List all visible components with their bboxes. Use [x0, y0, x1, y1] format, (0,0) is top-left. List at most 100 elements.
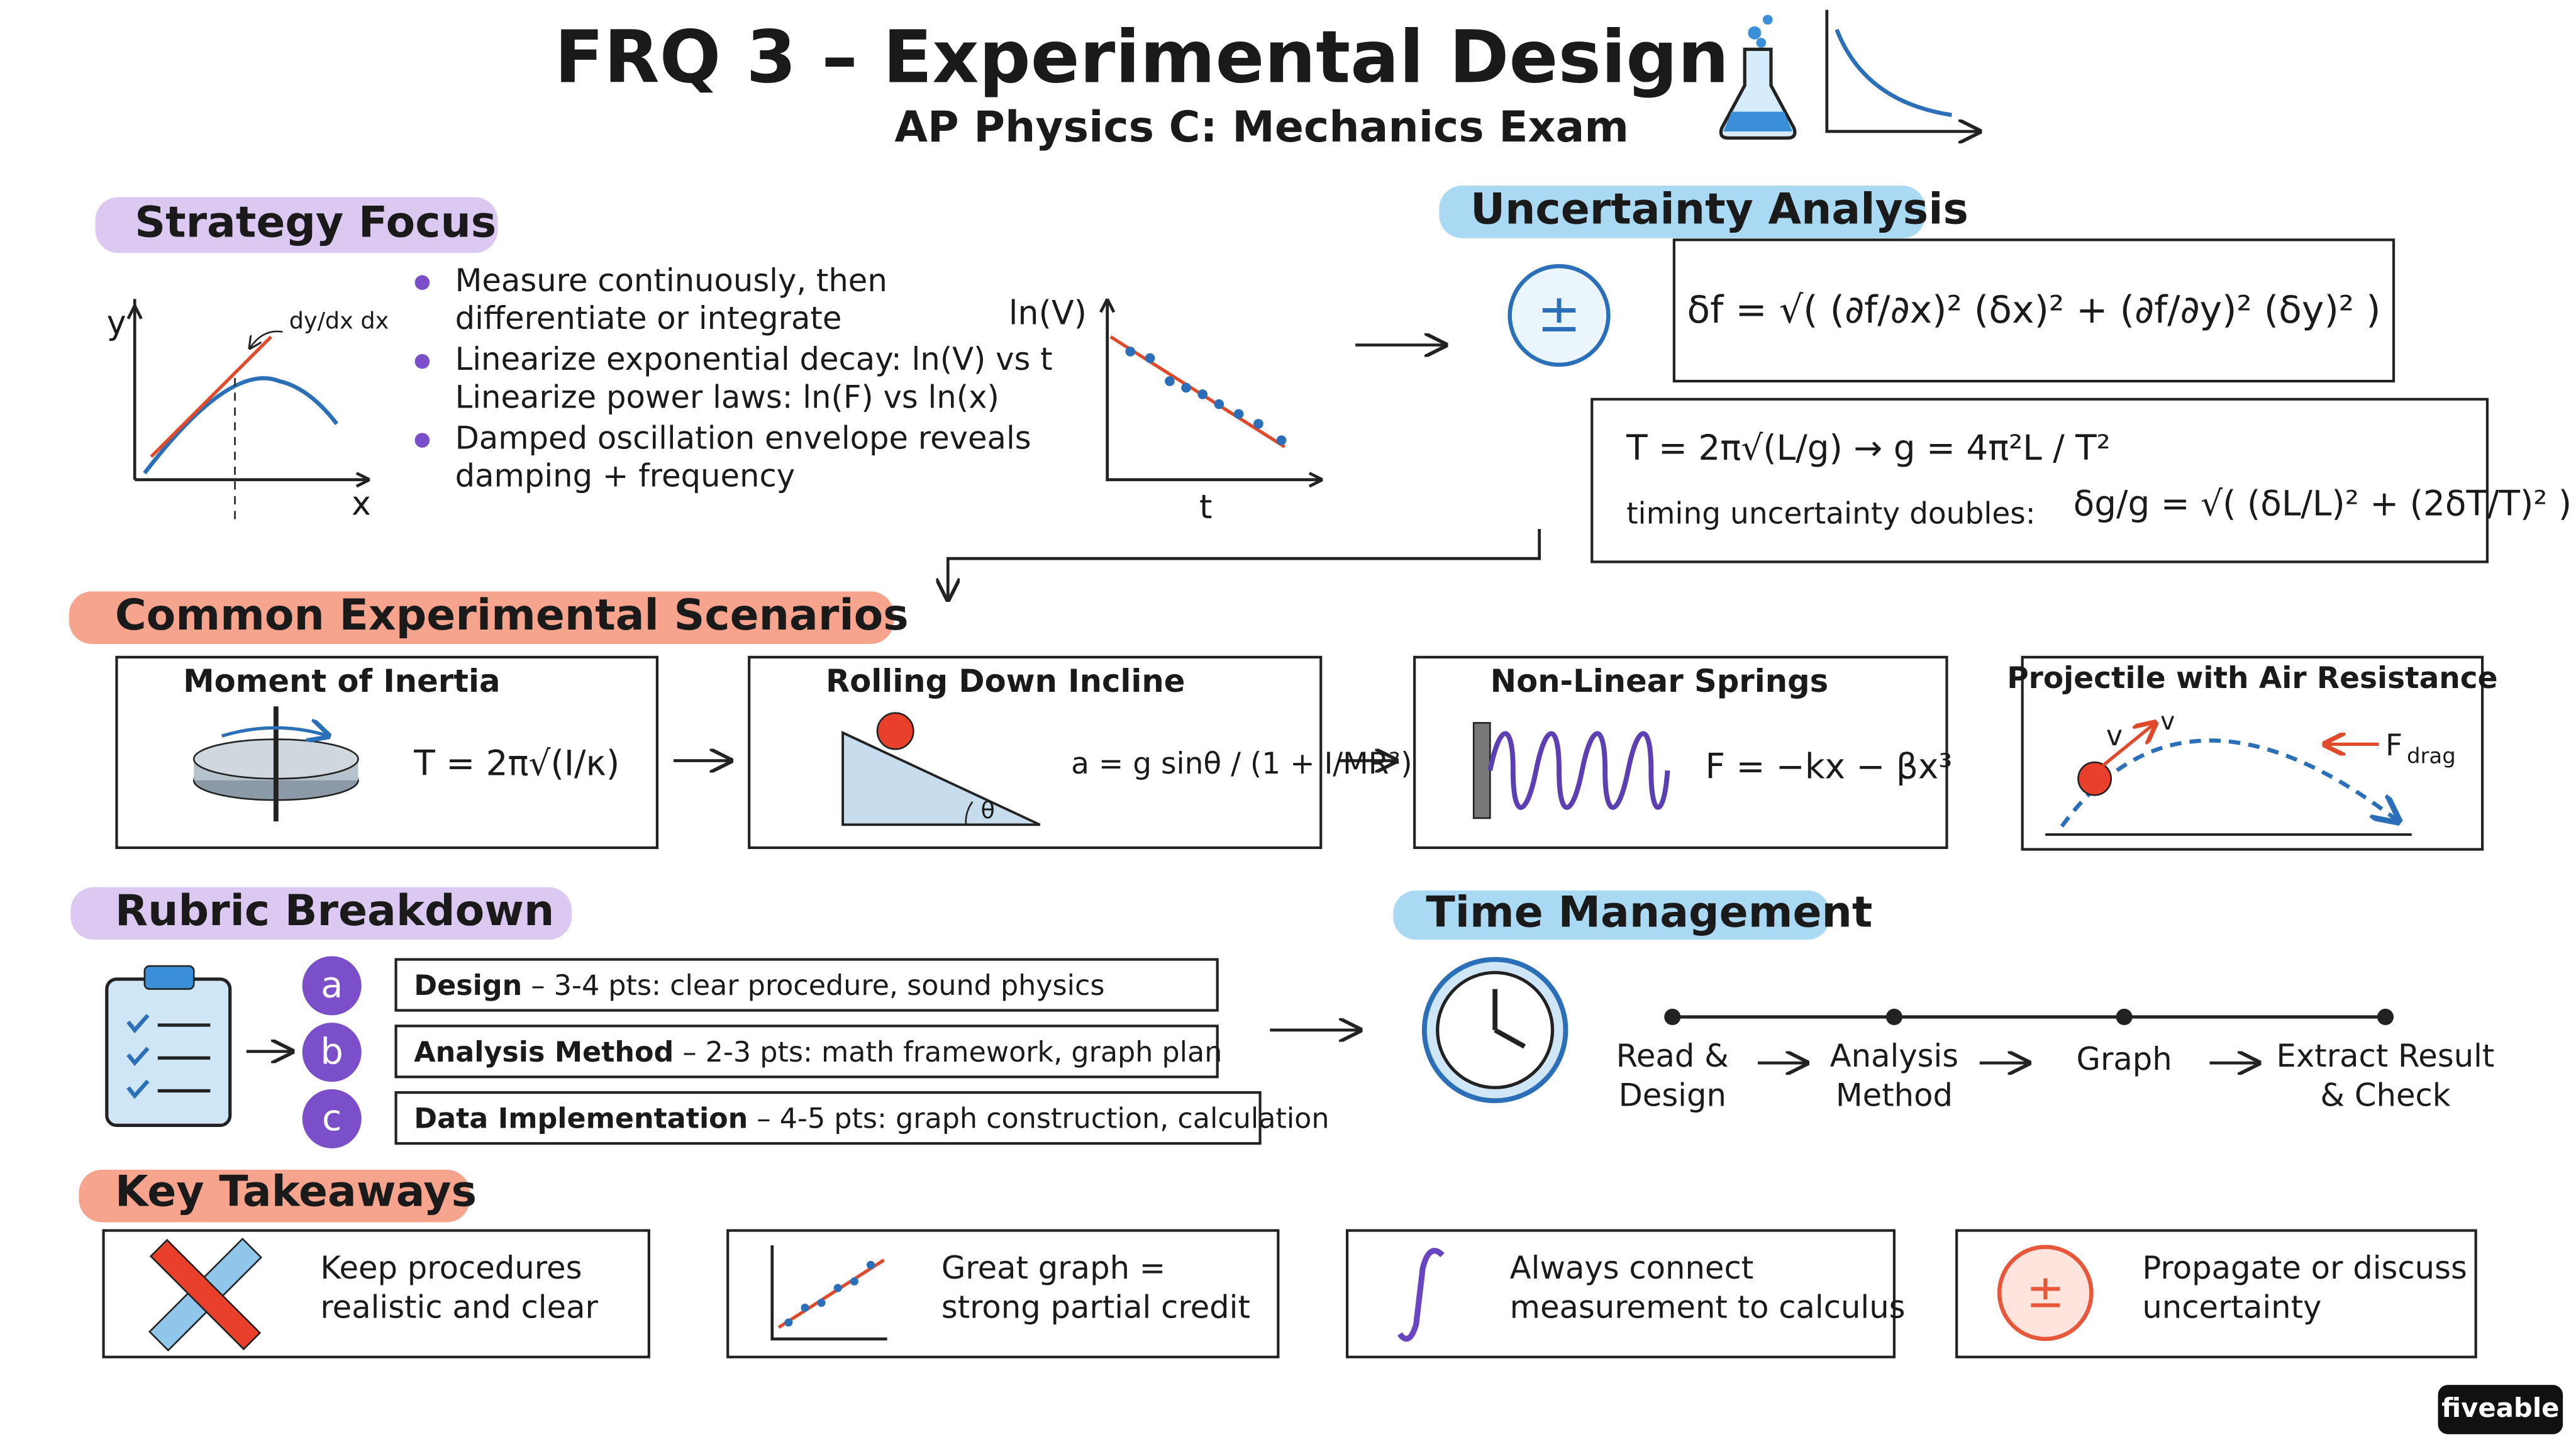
timeline-dot — [1885, 1008, 1902, 1026]
axis-label: t — [1199, 489, 1212, 526]
tools-icon — [148, 1237, 263, 1352]
rubric-detail: – 3-4 pts: clear procedure, sound physic… — [522, 970, 1104, 1002]
step-label: Extract Result — [2277, 1038, 2495, 1074]
note: timing uncertainty doubles: — [1626, 497, 2036, 531]
heading-highlight — [1393, 890, 1831, 940]
annotation: dy/dx dx — [289, 308, 389, 335]
letter: b — [320, 1030, 343, 1072]
bullet-text: Linearize power laws: ln(F) vs ln(x) — [455, 379, 999, 415]
formula: T = 2π√(L/g) → g = 4π²L / T² — [1626, 428, 2111, 468]
letter: c — [322, 1097, 342, 1139]
clock-icon — [1421, 957, 1568, 1104]
card-title: Projectile with Air Resistance — [2007, 661, 2497, 696]
formula-box — [1672, 238, 2396, 383]
formula: F = −kx − βx³ — [1706, 747, 1953, 787]
formula: δg/g = √( (δL/L)² + (2δT/T)² ) — [2074, 484, 2572, 524]
scenario-card — [1413, 655, 1948, 850]
step-label: Method — [1836, 1077, 1953, 1113]
disk-icon — [192, 706, 359, 822]
heading-highlight — [70, 887, 572, 940]
takeaway-text: Propagate or discuss — [2142, 1250, 2467, 1286]
arrow — [948, 529, 1541, 599]
decay-icon — [1825, 9, 1980, 131]
letter-badge — [302, 956, 362, 1016]
section-heading: Time Management — [1426, 888, 1872, 938]
letter: a — [321, 964, 343, 1006]
axis-label: y — [107, 304, 126, 342]
axis-label: ln(V) — [1009, 295, 1087, 333]
section-heading: Key Takeaways — [115, 1167, 477, 1217]
formula: δf = √( (∂f/∂x)² (δx)² + (∂f/∂y)² (δy)² … — [1687, 288, 2380, 332]
rubric-box — [394, 1024, 1219, 1079]
takeaway-text: Keep procedures — [320, 1250, 582, 1286]
card-title: Rolling Down Incline — [826, 663, 1185, 699]
rubric-text: Analysis Method – 2-3 pts: math framewor… — [414, 1036, 1222, 1069]
section-heading: Rubric Breakdown — [115, 886, 555, 936]
timeline-dot — [2116, 1008, 2133, 1026]
brand: fiveable — [2441, 1392, 2559, 1423]
takeaway-text: measurement to calculus — [1510, 1289, 1906, 1325]
rubric-label: Design — [414, 970, 522, 1002]
rubric-detail: – 4-5 pts: graph construction, calculati… — [748, 1103, 1329, 1135]
formula-box — [1591, 397, 2489, 564]
takeaway-text: uncertainty — [2142, 1289, 2321, 1325]
pm-icon — [1997, 1245, 2094, 1341]
card-title: Non-Linear Springs — [1491, 663, 1829, 699]
takeaway-text: Always connect — [1510, 1250, 1754, 1286]
vector-label: v — [2106, 720, 2123, 752]
bullet-text: damping + frequency — [455, 458, 796, 494]
axis-label: x — [352, 486, 371, 523]
section-heading: Common Experimental Scenarios — [115, 591, 909, 640]
bullets: Measure continuously, then differentiate… — [414, 262, 1053, 494]
pm-symbol: ± — [1537, 282, 1581, 344]
heading-highlight — [95, 197, 498, 253]
bullet-text: Damped oscillation envelope reveals — [455, 420, 1031, 457]
takeaway-text: strong partial credit — [941, 1289, 1250, 1325]
step-label: & Check — [2320, 1077, 2450, 1113]
letter-badge — [302, 1089, 362, 1148]
section-heading: Strategy Focus — [135, 197, 496, 247]
rubric-text: Data Implementation – 4-5 pts: graph con… — [414, 1103, 1329, 1135]
spring-icon — [1472, 722, 1670, 819]
heading-highlight — [1439, 186, 1926, 238]
bullet-text: differentiate or integrate — [455, 300, 842, 336]
derivative-graph: y x dy/dx dx — [107, 299, 389, 523]
step-label: Analysis — [1830, 1038, 1958, 1074]
step-label: Design — [1619, 1077, 1726, 1113]
formula: a = g sinθ / (1 + I/MR²) — [1071, 747, 1412, 781]
step-label: Read & — [1616, 1038, 1729, 1074]
scenario-card — [115, 655, 658, 850]
takeaway-card — [726, 1229, 1280, 1358]
incline-icon — [841, 712, 1041, 826]
clipboard-icon — [105, 965, 232, 1127]
rubric-label: Analysis Method — [414, 1036, 674, 1069]
letter-badge — [302, 1023, 362, 1082]
heading-highlight — [79, 1169, 470, 1223]
timeline-dot — [2377, 1008, 2394, 1026]
projectile-icon — [2045, 723, 2412, 836]
formula: T = 2π√(I/κ) — [413, 743, 619, 783]
takeaway-text: realistic and clear — [320, 1289, 598, 1325]
linear-graph: ln(V) t — [1009, 295, 1323, 526]
rubric-box — [394, 1091, 1262, 1145]
brand-badge — [2438, 1385, 2563, 1435]
title: FRQ 3 – Experimental Design — [555, 16, 1729, 100]
section-heading: Uncertainty Analysis — [1470, 185, 1968, 235]
pm-icon — [1507, 264, 1611, 367]
heading-highlight — [69, 591, 894, 644]
pm-symbol: ± — [2026, 1265, 2065, 1318]
angle-label: θ — [981, 797, 995, 824]
rubric-list: a Design – 3-4 pts: clear procedure, soun… — [302, 956, 1329, 1148]
rubric-box — [394, 958, 1219, 1012]
bullet-text: Measure continuously, then — [455, 262, 887, 299]
card-title: Moment of Inertia — [183, 663, 500, 699]
scatter-icon — [770, 1245, 887, 1341]
timeline-dot — [1664, 1008, 1681, 1026]
takeaway-text: Great graph = — [941, 1250, 1166, 1286]
force-subscript: drag — [2407, 744, 2456, 769]
